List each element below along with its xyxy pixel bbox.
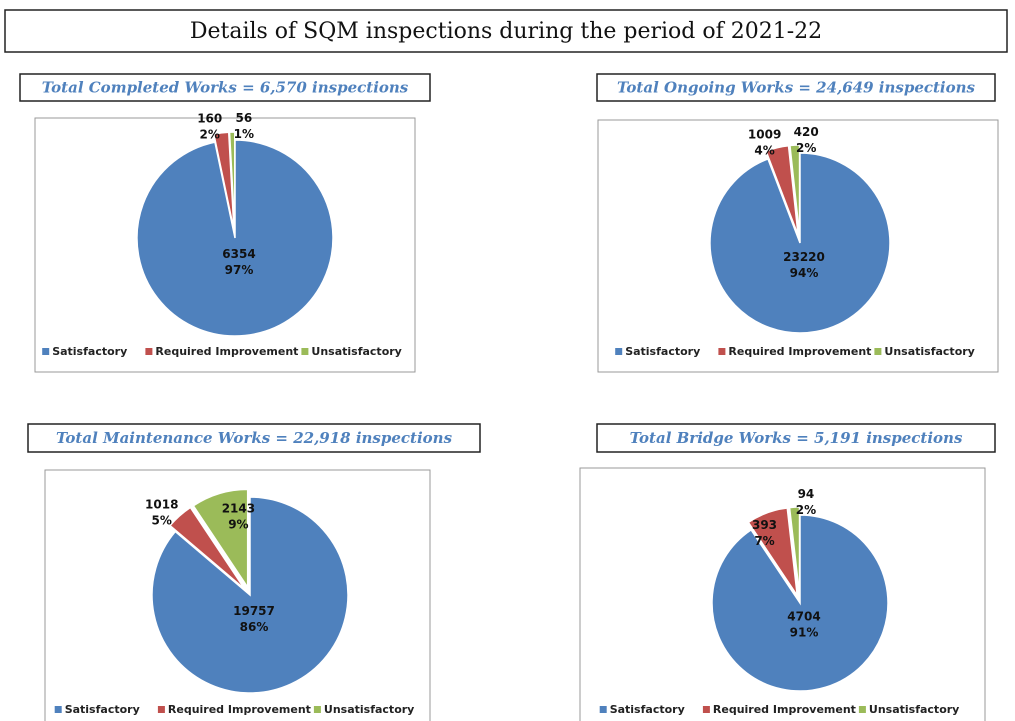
percent-label: 4%	[754, 144, 774, 158]
percent-label: 2%	[796, 503, 816, 517]
pie-slice	[765, 144, 799, 236]
pie-slice	[151, 496, 349, 694]
legend-swatch	[615, 348, 623, 355]
value-label: 2143	[222, 501, 255, 515]
pie-slice	[788, 506, 801, 596]
value-label: 420	[794, 125, 819, 139]
chart-title: Total Ongoing Works = 24,649 inspections	[617, 79, 976, 97]
legend-label: Required Improvement	[155, 345, 298, 358]
percent-label: 5%	[152, 514, 172, 528]
legend-swatch	[874, 348, 882, 355]
legend-label: Satisfactory	[610, 703, 685, 716]
pie-slice	[136, 139, 334, 337]
pie-slice	[747, 507, 798, 596]
percent-label: 2%	[796, 141, 816, 155]
percent-label: 86%	[240, 620, 269, 634]
chart-title-box	[596, 73, 996, 102]
chart-title: Total Completed Works = 6,570 inspection…	[42, 79, 409, 97]
value-label: 1018	[145, 498, 178, 512]
legend-label: Satisfactory	[625, 345, 700, 358]
legend-swatch	[599, 706, 607, 713]
percent-label: 94%	[790, 266, 819, 280]
legend-swatch	[313, 706, 321, 713]
value-label: 4704	[787, 610, 820, 624]
percent-label: 7%	[754, 534, 774, 548]
value-label: 19757	[233, 604, 275, 618]
pie-slice	[709, 152, 891, 334]
pie-slice	[789, 144, 801, 236]
pie-slice	[711, 514, 889, 692]
legend-label: Unsatisfactory	[884, 345, 974, 358]
legend-swatch	[42, 348, 50, 355]
chart-title: Total Bridge Works = 5,191 inspections	[630, 429, 963, 447]
legend-label: Satisfactory	[52, 345, 127, 358]
percent-label: 2%	[200, 128, 220, 142]
legend-label: Unsatisfactory	[311, 345, 401, 358]
value-label: 23220	[783, 250, 825, 264]
percent-label: 1%	[234, 127, 254, 141]
pie-slice	[168, 506, 246, 590]
legend-label: Required Improvement	[728, 345, 871, 358]
legend-swatch	[718, 348, 726, 355]
chart-title-box	[27, 423, 481, 453]
chart-title-box	[596, 423, 996, 453]
legend-swatch	[301, 348, 309, 355]
value-label: 6354	[222, 247, 255, 261]
legend-swatch	[157, 706, 165, 713]
main-title: Details of SQM inspections during the pe…	[190, 19, 822, 44]
pie-slice	[212, 131, 235, 231]
chart-title-box	[19, 73, 431, 102]
legend-label: Unsatisfactory	[869, 703, 959, 716]
main-title-box	[4, 9, 1008, 53]
chart-title: Total Maintenance Works = 22,918 inspect…	[56, 429, 453, 447]
value-label: 94	[798, 487, 815, 501]
legend-label: Required Improvement	[168, 703, 311, 716]
legend-label: Required Improvement	[713, 703, 856, 716]
percent-label: 91%	[790, 626, 819, 640]
legend-swatch	[858, 706, 866, 713]
percent-label: 9%	[228, 517, 248, 531]
value-label: 56	[235, 111, 252, 125]
value-label: 160	[197, 112, 222, 126]
percent-label: 97%	[225, 263, 254, 277]
legend-label: Unsatisfactory	[324, 703, 414, 716]
pie-slice	[228, 131, 236, 231]
value-label: 1009	[748, 128, 781, 142]
legend-swatch	[54, 706, 62, 713]
pie-slice	[192, 488, 249, 590]
legend-label: Satisfactory	[65, 703, 140, 716]
value-label: 393	[752, 518, 777, 532]
legend-swatch	[145, 348, 153, 355]
legend-swatch	[702, 706, 710, 713]
